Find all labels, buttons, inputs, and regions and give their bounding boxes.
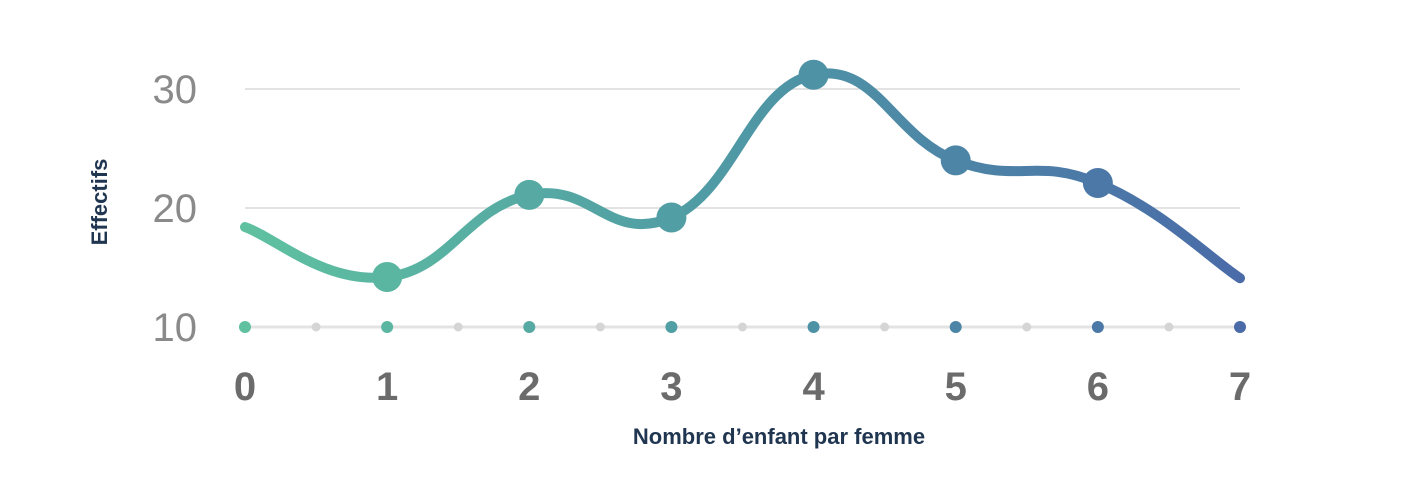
series-markers bbox=[372, 59, 1113, 293]
x-tick-label: 7 bbox=[1229, 365, 1251, 409]
baseline-dot-minor bbox=[453, 322, 463, 332]
x-axis-title: Nombre d’enfant par femme bbox=[633, 424, 925, 449]
y-tick-label: 20 bbox=[153, 187, 198, 231]
baseline-dot bbox=[1234, 321, 1246, 333]
y-tick-label: 10 bbox=[153, 306, 198, 350]
data-point bbox=[940, 145, 971, 176]
y-axis-title: Effectifs bbox=[87, 159, 112, 246]
x-tick-label: 5 bbox=[945, 365, 967, 409]
data-point bbox=[1082, 168, 1113, 199]
x-tick-label: 2 bbox=[518, 365, 540, 409]
baseline-dot-minor bbox=[738, 322, 747, 332]
x-tick-label: 0 bbox=[234, 365, 256, 409]
y-axis-ticks: 10 20 30 bbox=[153, 68, 198, 350]
baseline-dot bbox=[239, 321, 251, 333]
baseline-dot bbox=[807, 321, 820, 333]
baseline-dot bbox=[381, 321, 394, 333]
data-point bbox=[656, 202, 687, 233]
series-line-effectifs bbox=[240, 68, 1245, 284]
baseline-dot-minor bbox=[1022, 322, 1032, 332]
x-axis-ticks: 0 1 2 3 4 5 6 7 bbox=[234, 365, 1251, 409]
baseline-dot bbox=[1091, 321, 1104, 333]
data-point bbox=[798, 59, 829, 90]
baseline-dot bbox=[949, 321, 962, 333]
y-tick-label: 30 bbox=[153, 68, 198, 112]
baseline-dot-minor bbox=[311, 322, 321, 332]
x-tick-label: 4 bbox=[802, 365, 825, 409]
baseline-dot-minor bbox=[880, 322, 890, 332]
baseline-dot-minor bbox=[1164, 322, 1174, 332]
baseline-dots bbox=[239, 321, 1246, 333]
data-point bbox=[372, 262, 403, 293]
x-tick-label: 1 bbox=[376, 365, 398, 409]
gridlines bbox=[245, 88, 1240, 329]
baseline-dot bbox=[523, 321, 536, 333]
data-point bbox=[514, 179, 545, 210]
baseline-dot bbox=[665, 321, 678, 333]
baseline-dot-minor bbox=[595, 322, 605, 332]
x-tick-label: 6 bbox=[1087, 365, 1109, 409]
x-tick-label: 3 bbox=[660, 365, 682, 409]
